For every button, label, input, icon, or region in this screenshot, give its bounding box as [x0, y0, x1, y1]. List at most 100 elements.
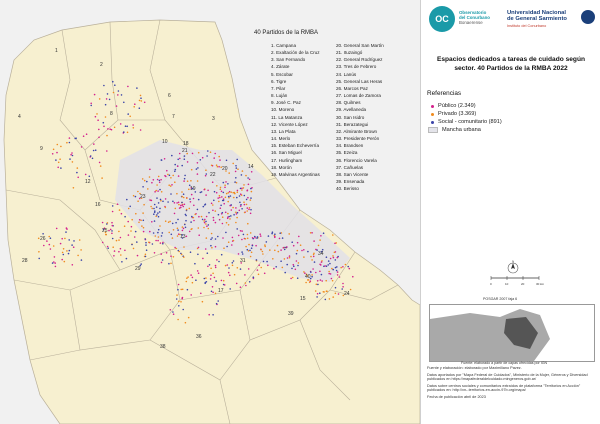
care-point: [250, 251, 253, 254]
care-point: [221, 222, 224, 225]
care-point: [118, 209, 121, 211]
care-point: [317, 244, 320, 247]
care-point: [218, 260, 220, 263]
care-point: [61, 237, 63, 240]
care-point: [329, 262, 331, 265]
care-point: [262, 253, 264, 255]
care-point: [171, 237, 174, 239]
care-point: [94, 115, 97, 118]
care-point: [211, 286, 214, 288]
care-point: [241, 187, 243, 190]
care-point: [204, 204, 206, 206]
care-point: [135, 212, 137, 215]
care-point: [179, 157, 181, 160]
care-point: [110, 128, 113, 131]
care-point: [183, 158, 186, 160]
care-point: [181, 164, 183, 167]
partido-number-label: 31: [240, 258, 246, 264]
care-point: [109, 128, 111, 130]
care-point: [206, 155, 208, 157]
care-point: [212, 314, 214, 316]
care-point: [198, 215, 200, 218]
care-point: [236, 158, 238, 161]
partido-number-label: 19: [190, 186, 196, 192]
partido-list-item: 37. Cañuelas: [336, 164, 364, 170]
care-point: [154, 235, 157, 237]
care-point: [46, 240, 48, 242]
care-point: [306, 275, 309, 277]
care-point: [48, 243, 51, 246]
care-point: [158, 179, 161, 182]
partido-list-item: 1. Campana: [271, 43, 297, 48]
care-point: [168, 231, 170, 234]
care-point: [214, 292, 217, 295]
care-point: [157, 239, 159, 242]
north-scale: 0 10 20 30 km N: [490, 260, 545, 286]
care-point: [235, 165, 237, 167]
care-point: [170, 233, 173, 236]
care-point: [258, 264, 261, 267]
care-point: [205, 277, 207, 279]
ref-publico: Público (2.349): [431, 103, 476, 109]
care-point: [203, 226, 205, 229]
care-point: [160, 253, 162, 255]
care-point: [259, 233, 262, 235]
care-point: [269, 249, 271, 251]
care-point: [247, 183, 250, 186]
partido-number-label: 29: [135, 266, 141, 272]
care-point: [236, 211, 239, 214]
care-point: [261, 250, 264, 253]
care-point: [214, 221, 217, 224]
care-point: [103, 125, 105, 128]
care-point: [119, 123, 122, 125]
care-point: [108, 229, 110, 232]
care-point: [176, 294, 178, 296]
care-point: [236, 228, 238, 230]
care-point: [111, 205, 114, 207]
care-point: [188, 184, 191, 187]
care-point: [59, 158, 61, 160]
care-point: [125, 257, 128, 260]
rmba-map[interactable]: 1234678910121314151617181920212223252628…: [0, 0, 420, 424]
care-point: [229, 274, 231, 277]
info-panel: OC Observatorio del Conurbano Bonaerense…: [420, 0, 600, 424]
map-area[interactable]: 1 2 3 4 6 7 8 9 10 12 13 14 15 16 17 18 19 20 21 22 23 25 26 28…: [0, 0, 420, 424]
care-point: [319, 292, 321, 295]
care-point: [303, 249, 305, 251]
care-point: [184, 321, 187, 324]
care-point: [144, 238, 146, 240]
care-point: [235, 221, 237, 224]
care-point: [80, 249, 82, 251]
care-point: [331, 267, 333, 270]
care-point: [212, 219, 215, 221]
care-point: [183, 180, 185, 182]
care-point: [56, 143, 59, 146]
care-point: [153, 220, 156, 222]
care-point: [167, 201, 169, 203]
care-point: [152, 179, 155, 181]
care-point: [250, 208, 252, 211]
care-point: [221, 196, 223, 198]
care-point: [235, 211, 237, 214]
partido-number-label: 17: [218, 288, 224, 294]
care-point: [66, 250, 68, 252]
care-point: [250, 171, 253, 173]
care-point: [126, 125, 128, 128]
care-point: [335, 242, 338, 244]
partido-numbers: 1234678910121314151617181920212223252628…: [18, 48, 350, 350]
care-point: [118, 239, 120, 241]
care-point: [62, 253, 65, 256]
care-point: [196, 162, 199, 164]
care-point: [101, 241, 104, 244]
care-point: [220, 190, 223, 193]
care-point: [106, 223, 108, 225]
care-point: [167, 221, 170, 223]
care-point: [168, 262, 170, 265]
care-point: [115, 105, 118, 107]
care-point: [336, 256, 339, 259]
care-point: [246, 207, 249, 209]
care-point: [174, 163, 176, 166]
partido-number-label: 4: [18, 114, 21, 120]
care-point: [233, 214, 235, 216]
partido-list-item: 19. Malvinas Argentinas: [271, 171, 320, 177]
